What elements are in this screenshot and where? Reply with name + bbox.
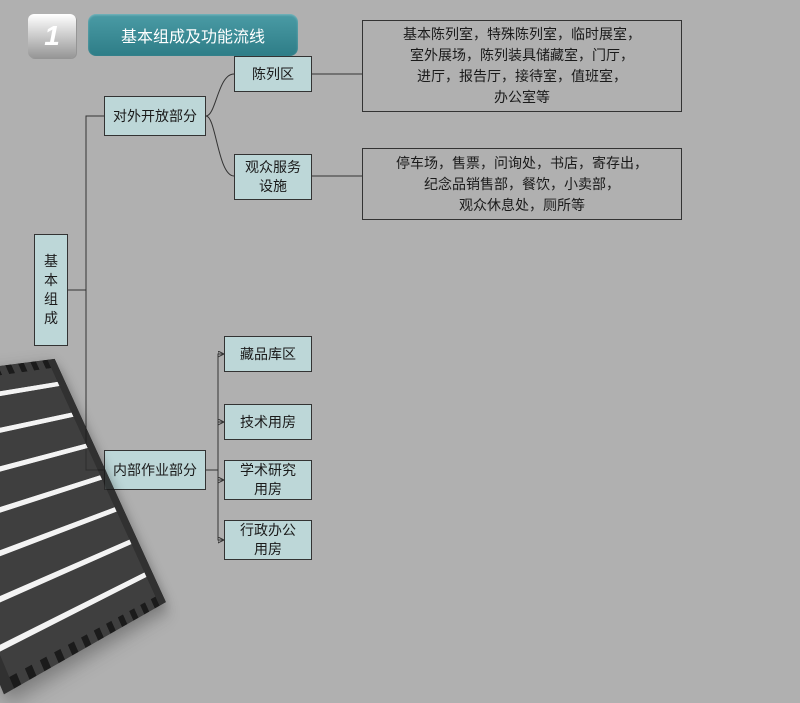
node-visitor-service: 观众服务 设施 [234,154,312,200]
description-display: 基本陈列室，特殊陈列室，临时展室， 室外展场，陈列装具储藏室，门厅， 进厅，报告… [362,20,682,112]
node-display-area: 陈列区 [234,56,312,92]
description-visitor: 停车场，售票，问询处，书店，寄存出， 纪念品销售部，餐饮，小卖部， 观众休息处，… [362,148,682,220]
node-collection-store: 藏品库区 [224,336,312,372]
section-title: 基本组成及功能流线 [88,14,298,56]
film-strip-decoration [0,285,256,695]
node-research-room: 学术研究 用房 [224,460,312,500]
node-public-section: 对外开放部分 [104,96,206,136]
node-technical-room: 技术用房 [224,404,312,440]
section-number-badge: 1 [28,14,76,58]
